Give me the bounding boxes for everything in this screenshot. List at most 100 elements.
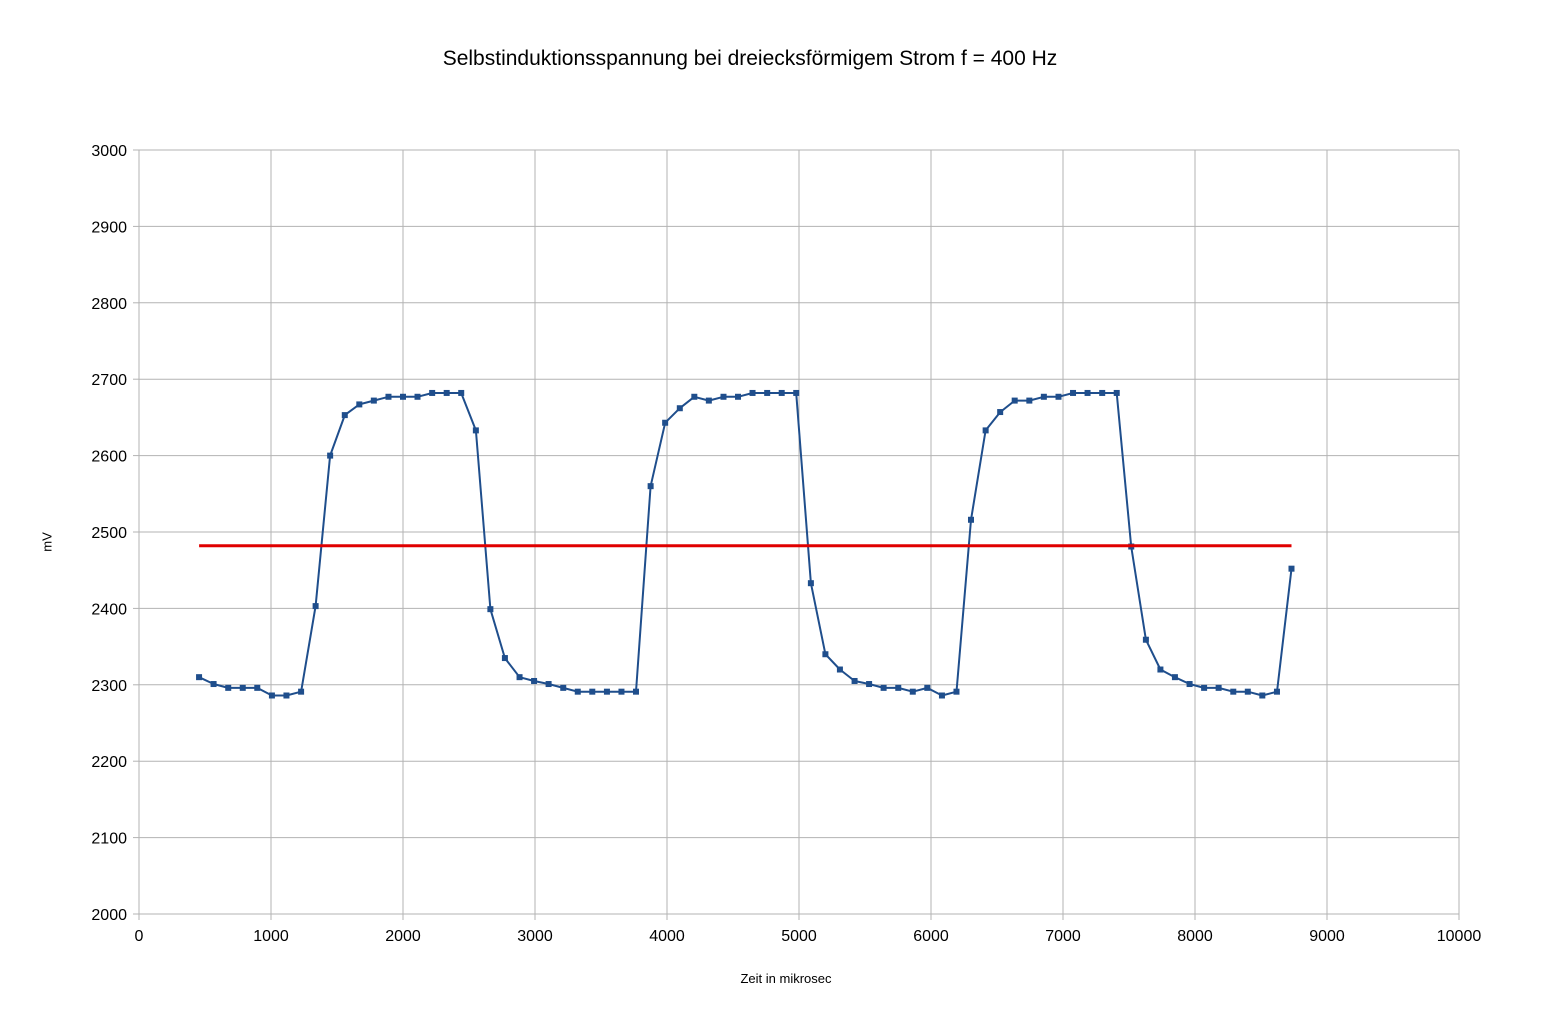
data-point (720, 393, 727, 400)
x-tick-label: 1000 (253, 928, 289, 945)
x-tick-label: 8000 (1177, 928, 1213, 945)
data-point (647, 483, 654, 490)
data-point (618, 688, 625, 695)
data-point (705, 397, 712, 404)
data-point (443, 389, 450, 396)
series (196, 389, 1295, 699)
data-point (997, 409, 1004, 416)
data-point (735, 393, 742, 400)
series-line (198, 392, 1293, 697)
data-point (210, 681, 217, 688)
data-point (953, 688, 960, 695)
data-point (545, 681, 552, 688)
y-tick-label: 2800 (91, 296, 127, 313)
y-tick-label: 2400 (91, 601, 127, 618)
x-axis-label: Zeit in mikrosec (740, 971, 832, 986)
data-point (603, 688, 610, 695)
y-tick-label: 2900 (91, 219, 127, 236)
data-point (924, 684, 931, 691)
data-point (793, 389, 800, 396)
data-point (909, 688, 916, 695)
x-tick-label: 0 (135, 928, 144, 945)
x-tick-label: 6000 (913, 928, 949, 945)
data-point (1070, 389, 1077, 396)
data-point (312, 603, 319, 610)
data-point (1055, 393, 1062, 400)
data-point (1273, 688, 1280, 695)
data-point (691, 393, 698, 400)
x-tick-label: 5000 (781, 928, 817, 945)
data-point (851, 677, 858, 684)
data-point (1026, 397, 1033, 404)
data-point (370, 397, 377, 404)
data-point (429, 389, 436, 396)
data-point (1099, 389, 1106, 396)
data-point (400, 393, 406, 400)
x-tick-label: 7000 (1045, 928, 1081, 945)
data-point (458, 389, 465, 396)
y-tick-label: 2200 (91, 754, 127, 771)
data-point (356, 401, 363, 408)
data-point (880, 684, 887, 691)
data-point (239, 684, 246, 691)
data-point (662, 419, 669, 426)
data-point (560, 684, 567, 691)
data-point (938, 692, 945, 699)
data-point (764, 389, 771, 396)
data-point (327, 452, 334, 459)
data-point (1084, 389, 1091, 396)
data-point (1171, 674, 1178, 681)
data-point (1186, 681, 1193, 688)
data-point (778, 389, 785, 396)
x-tick-label: 4000 (649, 928, 685, 945)
data-point (632, 688, 639, 695)
data-point (589, 688, 596, 695)
data-point (341, 412, 348, 419)
y-tick-label: 2500 (91, 525, 127, 542)
data-point (385, 393, 392, 400)
data-point (196, 674, 203, 681)
x-tick-label: 9000 (1309, 928, 1345, 945)
data-point (1142, 636, 1149, 643)
y-tick-label: 2100 (91, 831, 127, 848)
data-point (472, 427, 479, 434)
data-point (268, 692, 275, 699)
data-point (982, 427, 989, 434)
data-point (1201, 684, 1208, 691)
data-point (1040, 393, 1047, 400)
data-point (1113, 389, 1120, 396)
data-point (254, 684, 261, 691)
x-tick-label: 2000 (385, 928, 421, 945)
data-point (822, 651, 829, 658)
data-point (1230, 688, 1237, 695)
data-point (749, 389, 756, 396)
data-point (414, 393, 421, 400)
y-tick-label: 2600 (91, 449, 127, 466)
data-point (1259, 692, 1266, 699)
chart-title: Selbstinduktionsspannung bei dreiecksför… (442, 47, 1058, 70)
data-point (574, 688, 581, 695)
data-point (866, 681, 873, 688)
x-tick-label: 3000 (517, 928, 553, 945)
y-tick-label: 2000 (91, 907, 127, 924)
data-point (676, 405, 683, 412)
data-point (487, 606, 494, 613)
x-tick-label: 10000 (1437, 928, 1482, 945)
data-point (531, 677, 538, 684)
data-point (501, 655, 508, 662)
data-point (1288, 565, 1295, 572)
data-point (967, 516, 974, 523)
data-point (283, 692, 290, 699)
data-point (1157, 666, 1164, 673)
data-point (807, 580, 814, 587)
y-tick-label: 2300 (91, 678, 127, 695)
data-point (1215, 684, 1222, 691)
y-tick-label: 3000 (91, 143, 127, 160)
data-point (1011, 397, 1018, 404)
tick-labels: 2000 2100 2200 2300 2400 2500 2600 2700 2800 2900… (91, 143, 1481, 945)
data-point (836, 666, 843, 673)
data-point (298, 688, 305, 695)
grid (133, 149, 1460, 920)
y-tick-label: 2700 (91, 372, 127, 389)
